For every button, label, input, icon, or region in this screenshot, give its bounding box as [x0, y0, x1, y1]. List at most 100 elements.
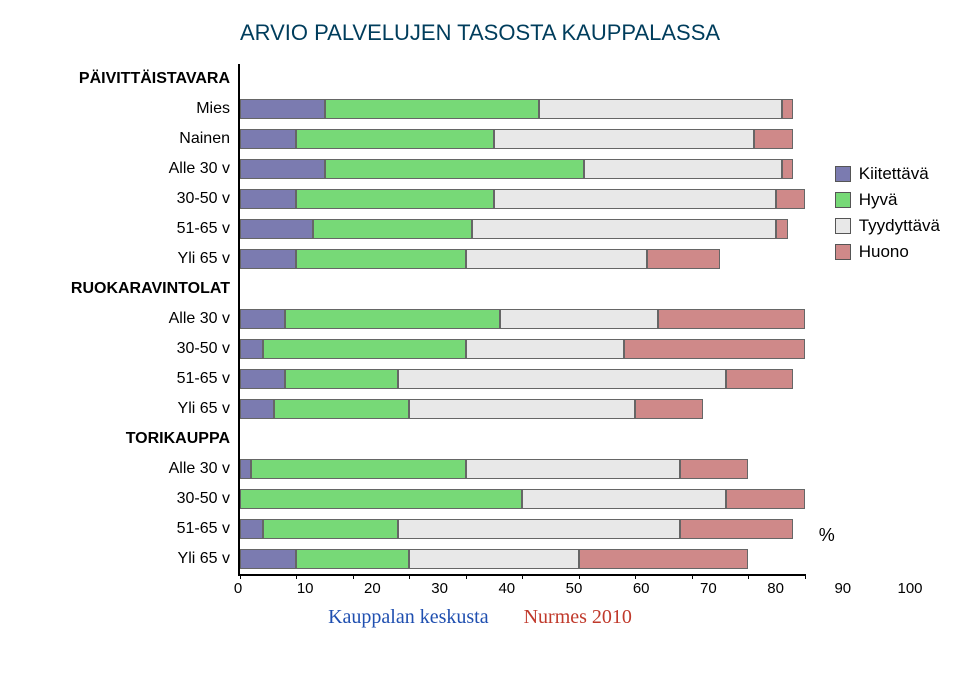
bar-segment: [472, 219, 777, 239]
bar-segment: [494, 189, 776, 209]
x-tick-label: 0: [234, 580, 242, 597]
legend-item: Kiitettävä: [835, 164, 940, 184]
chart-footer: Kauppalan keskusta Nurmes 2010: [20, 606, 940, 629]
legend-label: Huono: [859, 242, 909, 262]
y-label: 30-50 v: [20, 484, 230, 514]
y-axis-labels: PÄIVITTÄISTAVARAMiesNainenAlle 30 v 30-50…: [20, 64, 238, 576]
bar-row: [240, 94, 805, 124]
y-label: Mies: [20, 94, 230, 124]
bar-stack: [240, 249, 720, 269]
bar-segment: [466, 339, 624, 359]
bar-segment: [325, 99, 540, 119]
y-label: RUOKARAVINTOLAT: [20, 274, 230, 304]
bar-segment: [584, 159, 782, 179]
bar-segment: [466, 459, 681, 479]
legend-item: Hyvä: [835, 190, 940, 210]
bar-segment: [296, 549, 409, 569]
bar-segment: [624, 339, 805, 359]
y-label: Yli 65 v: [20, 394, 230, 424]
bar-stack: [240, 369, 793, 389]
bar-segment: [240, 459, 251, 479]
x-axis-unit: %: [819, 525, 835, 546]
bar-row: [240, 184, 805, 214]
bar-row: [240, 304, 805, 334]
bar-segment: [494, 129, 754, 149]
bar-segment: [296, 249, 465, 269]
legend-swatch: [835, 166, 851, 182]
x-tick-label: 100: [897, 580, 922, 597]
bar-segment: [240, 99, 325, 119]
y-label: 51-65 v: [20, 364, 230, 394]
y-label: 30-50 v: [20, 334, 230, 364]
bar-segment: [240, 159, 325, 179]
bar-segment: [240, 339, 263, 359]
chart-area: PÄIVITTÄISTAVARAMiesNainenAlle 30 v 30-50…: [20, 64, 805, 576]
bar-segment: [726, 489, 805, 509]
bar-segment: [776, 189, 804, 209]
x-tick-label: 20: [364, 580, 381, 597]
footer-right: Nurmes 2010: [524, 606, 632, 628]
bar-row: [240, 454, 805, 484]
legend-swatch: [835, 218, 851, 234]
bar-segment: [296, 189, 494, 209]
y-label: PÄIVITTÄISTAVARA: [20, 64, 230, 94]
bar-stack: [240, 339, 805, 359]
bar-stack: [240, 519, 793, 539]
bar-segment: [240, 129, 296, 149]
bar-segment: [274, 399, 410, 419]
y-label: Alle 30 v: [20, 154, 230, 184]
bar-segment: [240, 519, 263, 539]
bar-segment: [240, 489, 522, 509]
bar-row: [240, 64, 805, 94]
bar-segment: [240, 219, 313, 239]
y-label: 51-65 v: [20, 514, 230, 544]
bar-stack: [240, 309, 805, 329]
bar-segment: [466, 249, 647, 269]
footer-left: Kauppalan keskusta: [328, 606, 489, 628]
bar-segment: [313, 219, 471, 239]
y-label: Nainen: [20, 124, 230, 154]
bar-segment: [658, 309, 805, 329]
bar-segment: [325, 159, 585, 179]
legend-label: Kiitettävä: [859, 164, 929, 184]
bar-segment: [726, 369, 794, 389]
legend-item: Tyydyttävä: [835, 216, 940, 236]
bar-row: [240, 424, 805, 454]
bar-segment: [635, 399, 703, 419]
legend-swatch: [835, 192, 851, 208]
x-tick-label: 40: [498, 580, 515, 597]
bar-row: [240, 154, 805, 184]
bar-row: [240, 214, 805, 244]
bar-stack: [240, 189, 805, 209]
chart-title: ARVIO PALVELUJEN TASOSTA KAUPPALASSA: [20, 20, 940, 46]
y-label: TORIKAUPPA: [20, 424, 230, 454]
bar-row: [240, 244, 805, 274]
bar-segment: [680, 519, 793, 539]
bars-container: %: [238, 64, 805, 576]
y-label: Yli 65 v: [20, 544, 230, 574]
bar-row: [240, 544, 805, 574]
x-tick-label: 30: [431, 580, 448, 597]
bar-segment: [240, 399, 274, 419]
x-tick-label: 10: [297, 580, 314, 597]
bar-row: [240, 274, 805, 304]
bar-segment: [398, 519, 680, 539]
x-tick-label: 60: [633, 580, 650, 597]
legend-label: Hyvä: [859, 190, 898, 210]
bar-segment: [240, 369, 285, 389]
bar-row: [240, 364, 805, 394]
bar-segment: [251, 459, 466, 479]
bar-segment: [680, 459, 748, 479]
bar-row: [240, 514, 805, 544]
y-label: 51-65 v: [20, 214, 230, 244]
bar-segment: [240, 309, 285, 329]
bar-segment: [285, 309, 500, 329]
x-tick-label: 90: [834, 580, 851, 597]
bar-stack: [240, 399, 703, 419]
bar-row: [240, 334, 805, 364]
bar-segment: [500, 309, 658, 329]
bar-segment: [263, 339, 466, 359]
bar-segment: [409, 399, 635, 419]
bar-segment: [579, 549, 748, 569]
bar-segment: [296, 129, 494, 149]
